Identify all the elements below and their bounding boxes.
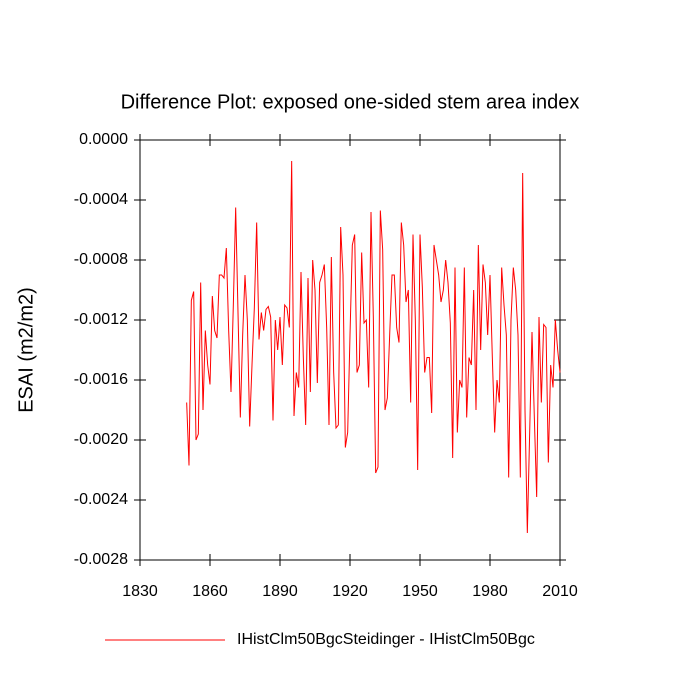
y-tick-label: 0.0000 [79, 131, 128, 148]
data-line [186, 160, 561, 534]
y-tick-label: -0.0028 [74, 551, 128, 568]
y-tick-label: -0.0020 [74, 431, 128, 448]
x-tick-label: 1890 [262, 583, 298, 600]
x-tick-label: 2010 [542, 583, 578, 600]
x-tick-label: 1950 [402, 583, 438, 600]
x-tick-label: 1830 [122, 583, 158, 600]
y-tick-label: -0.0016 [74, 371, 128, 388]
x-tick-label: 1920 [332, 583, 368, 600]
y-axis-label: ESAI (m2/m2) [15, 287, 37, 413]
chart-title: Difference Plot: exposed one-sided stem … [121, 91, 580, 113]
y-tick-label: -0.0012 [74, 311, 128, 328]
y-tick-label: -0.0024 [74, 491, 128, 508]
y-tick-label: -0.0004 [74, 191, 128, 208]
x-tick-label: 1860 [192, 583, 228, 600]
x-tick-label: 1980 [472, 583, 508, 600]
y-tick-label: -0.0008 [74, 251, 128, 268]
legend-label: IHistClm50BgcSteidinger - IHistClm50Bgc [237, 631, 535, 648]
